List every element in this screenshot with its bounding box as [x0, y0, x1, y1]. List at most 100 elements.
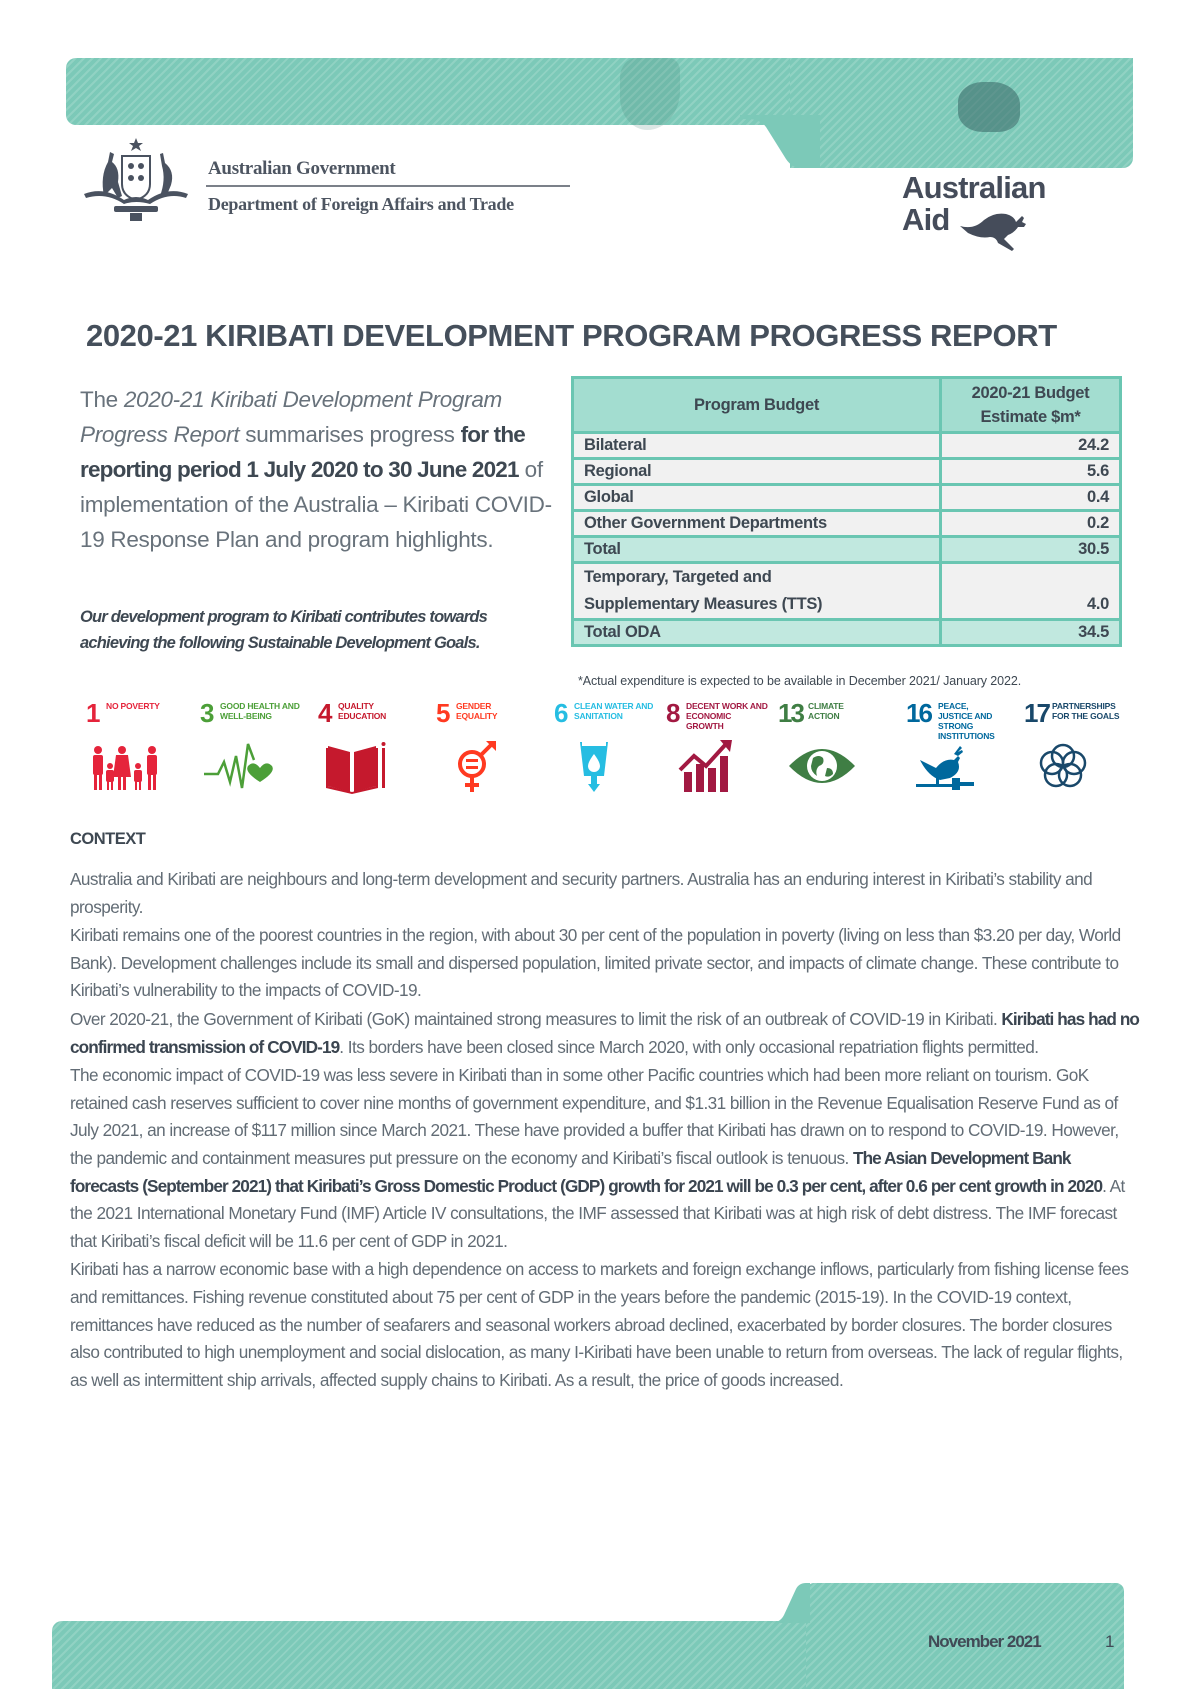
- section-heading-context: CONTEXT: [70, 830, 146, 848]
- australian-aid-logo: Australian Aid: [902, 172, 1082, 262]
- book-icon: [326, 742, 386, 794]
- row-label: Temporary, Targeted and Supplementary Me…: [571, 561, 942, 621]
- government-name: Australian Government: [208, 158, 396, 179]
- earth-eye-icon: [789, 749, 855, 783]
- highlight-text: The Asian Development Bank forecasts (Se…: [70, 1147, 1103, 1196]
- sdg-label: No Poverty: [106, 701, 160, 711]
- row-label: Global: [571, 483, 942, 512]
- logo-divider: [206, 185, 570, 187]
- table-footnote: *Actual expenditure is expected to be av…: [578, 674, 1022, 688]
- sdg-label: Partnerships for the Goals: [1052, 701, 1120, 721]
- paragraph-text: Over 2020-21, the Government of Kiribati…: [70, 1008, 1002, 1029]
- sdg-number: 17: [1024, 698, 1051, 728]
- sdg-label: Quality Education: [338, 701, 387, 721]
- sdg-1: 1 No Poverty: [82, 694, 196, 802]
- australia-map-icon: [958, 82, 1020, 132]
- paragraph-text: . At the 2021 International Monetary Fun…: [70, 1175, 1125, 1251]
- sdg-17: 17 Partnerships for the Goals: [1020, 694, 1132, 802]
- footer-band-tab: [806, 1583, 1124, 1689]
- paragraph: Kiribati remains one of the poorest coun…: [70, 922, 1140, 1005]
- footer-date: November 2021: [928, 1632, 1042, 1651]
- paragraph: Australia and Kiribati are neighbours an…: [70, 869, 1093, 917]
- sdg-16: 16 Peace, Justice and Strong Institution…: [902, 694, 1020, 802]
- sdg-number: 16: [906, 698, 933, 728]
- row-value: 0.2: [939, 509, 1122, 538]
- row-value: 0.4: [939, 483, 1122, 512]
- africa-map-icon: [620, 58, 680, 130]
- sdg-number: 8: [666, 698, 681, 728]
- table-row: Bilateral 24.2: [571, 431, 1122, 460]
- family-icon: [93, 746, 157, 790]
- sdg-8: 8 Decent Work and Economic Growth: [662, 694, 774, 802]
- reporting-period: for the reporting period 1 July 2020 to …: [80, 422, 526, 482]
- row-label: Total: [571, 535, 942, 564]
- intro-text: of implementation of the Australia – Kir…: [80, 457, 552, 552]
- sdg-label: Gender Equality: [456, 701, 498, 721]
- sdg-number: 3: [200, 698, 215, 728]
- department-name: Department of Foreign Affairs and Trade: [208, 194, 514, 214]
- program-budget-table: Program Budget 2020-21 Budget Estimate $…: [571, 376, 1122, 647]
- sdg-number: 6: [554, 698, 569, 728]
- sdg-3: 3 Good Health and Well-Being: [196, 694, 314, 802]
- sdg-13: 13 Climate Action: [774, 694, 902, 802]
- sdg-5: 5 Gender Equality: [432, 694, 550, 802]
- table-row: Other Government Departments 0.2: [571, 509, 1122, 538]
- growth-chart-icon: [678, 740, 732, 792]
- sdg-label: Good Health and Well-Being: [220, 701, 300, 721]
- aid-logo-line2: Aid: [902, 202, 950, 237]
- sdg-number: 13: [778, 698, 805, 728]
- water-drop-icon: [580, 742, 608, 792]
- paragraph: Kiribati has a narrow economic base with…: [70, 1259, 1129, 1390]
- highlight-text: Kiribati has had no confirmed transmissi…: [70, 1008, 1140, 1057]
- table-row: Regional 5.6: [571, 457, 1122, 486]
- paragraph: Over 2020-21, the Government of Kiribati…: [70, 1006, 1140, 1061]
- header-band-slope: [740, 115, 820, 168]
- sdg-label: Decent Work and Economic Growth: [686, 701, 768, 731]
- sdg-label: Peace, Justice and Strong Institutions: [938, 701, 995, 741]
- row-label: Regional: [571, 457, 942, 486]
- dove-gavel-icon: [916, 746, 974, 790]
- sdg-4: 4 Quality Education: [314, 694, 432, 802]
- row-value: 30.5: [939, 535, 1122, 564]
- sdg-label: Climate Action: [808, 701, 844, 721]
- intro-summary: The 2020-21 Kiribati Development Program…: [80, 382, 560, 557]
- sdg-lead-text: Our development program to Kiribati cont…: [80, 608, 488, 652]
- heartbeat-icon: [204, 743, 273, 789]
- paragraph-text: Kiribati remains one of the poorest coun…: [70, 925, 1121, 1001]
- table-row: Global 0.4: [571, 483, 1122, 512]
- intro-text: summarises progress: [239, 422, 461, 447]
- row-value: 5.6: [939, 457, 1122, 486]
- paragraph-text: The economic impact of COVID-19 was less…: [70, 1065, 1119, 1168]
- paragraph-text: . Its borders have been closed since Mar…: [339, 1036, 1039, 1057]
- page-number: 1: [1105, 1632, 1115, 1651]
- sdg-6: 6 Clean Water and Sanitation: [550, 694, 662, 802]
- sdg-icons-row: 1 No Poverty 3 Good Health and Well-Bein…: [82, 694, 1132, 802]
- column-header-estimate: 2020-21 Budget Estimate $m*: [939, 376, 1122, 434]
- gender-equality-icon: [458, 741, 496, 792]
- footer-band-slope: [770, 1583, 810, 1623]
- aid-logo-line1: Australian: [902, 170, 1046, 205]
- row-value: 4.0: [939, 561, 1122, 621]
- rings-icon: [1039, 743, 1087, 788]
- row-label: Total ODA: [571, 618, 942, 647]
- row-label: Other Government Departments: [571, 509, 942, 538]
- context-body: Australia and Kiribati are neighbours an…: [70, 866, 1140, 1394]
- column-header-program: Program Budget: [571, 376, 942, 434]
- coat-of-arms-icon: [84, 138, 188, 221]
- row-label: Bilateral: [571, 431, 942, 460]
- sdg-number: 1: [86, 698, 101, 728]
- kangaroo-icon: [960, 213, 1026, 251]
- table-row: Temporary, Targeted and Supplementary Me…: [571, 561, 1122, 621]
- header-band-map: [790, 58, 1133, 168]
- page-title: 2020-21 KIRIBATI DEVELOPMENT PROGRAM PRO…: [86, 318, 1057, 353]
- paragraph: The economic impact of COVID-19 was less…: [70, 1062, 1140, 1255]
- table-header-row: Program Budget 2020-21 Budget Estimate $…: [571, 376, 1122, 434]
- report-name: 2020-21 Kiribati Development Program Pro…: [80, 387, 502, 447]
- sdg-number: 5: [436, 698, 451, 728]
- intro-text: The: [80, 387, 124, 412]
- table-row-total: Total 30.5: [571, 535, 1122, 564]
- row-value: 24.2: [939, 431, 1122, 460]
- table-row-total-oda: Total ODA 34.5: [571, 618, 1122, 647]
- sdg-number: 4: [318, 698, 333, 728]
- sdg-label: Clean Water and Sanitation: [574, 701, 654, 721]
